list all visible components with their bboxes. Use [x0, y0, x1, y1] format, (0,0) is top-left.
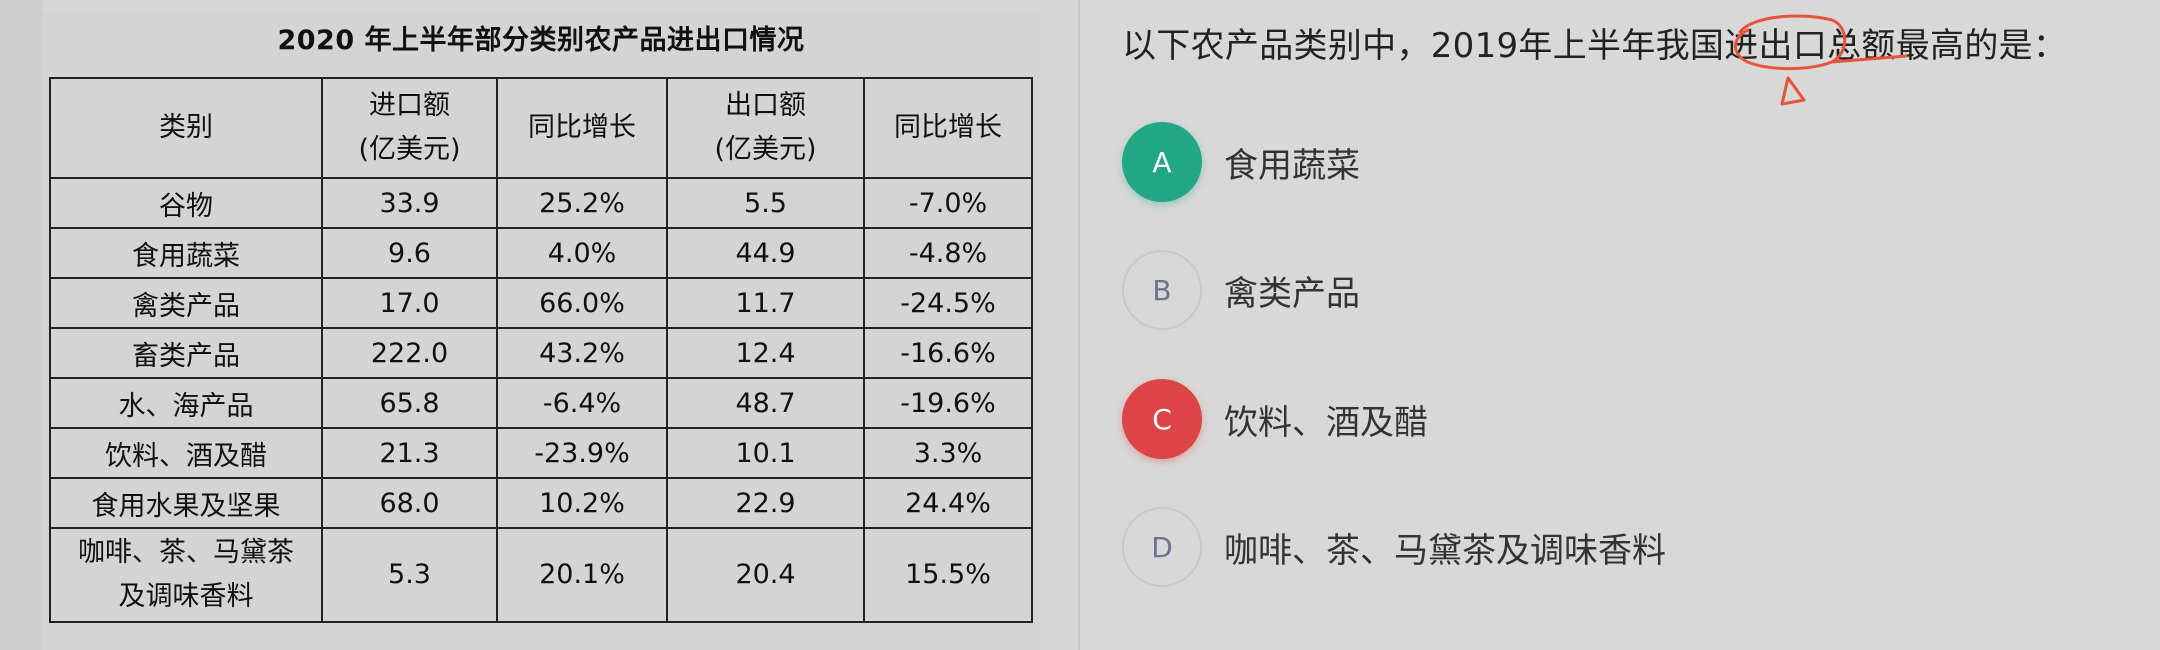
header-export: 出口额 (亿美元): [666, 77, 865, 179]
cell-category: 食用蔬菜: [49, 227, 323, 279]
header-export-growth: 同比增长: [863, 77, 1033, 179]
cell-export: 10.1: [666, 427, 865, 479]
cell-category-line2: 及调味香料: [118, 581, 254, 612]
option-b-badge: B: [1122, 250, 1202, 330]
cell-export-growth: -19.6%: [863, 377, 1033, 429]
cell-import: 33.9: [321, 177, 498, 229]
cell-export-growth: -7.0%: [863, 177, 1033, 229]
cell-category: 食用水果及坚果: [49, 477, 323, 529]
header-import-growth: 同比增长: [496, 77, 668, 179]
cell-import-growth: -23.9%: [496, 427, 668, 479]
table-row: 食用水果及坚果 68.0 10.2% 22.9 24.4%: [49, 477, 1033, 529]
table-row: 咖啡、茶、马黛茶 及调味香料 5.3 20.1% 20.4 15.5%: [49, 527, 1033, 623]
table-title: 2020 年上半年部分类别农产品进出口情况: [277, 25, 805, 56]
cell-import: 9.6: [321, 227, 498, 279]
cell-import: 222.0: [321, 327, 498, 379]
question-text: 以下农产品类别中，2019年上半年我国进出口总额最高的是：: [1122, 26, 2068, 66]
option-a[interactable]: A 食用蔬菜: [1122, 121, 1360, 203]
cell-category: 谷物: [49, 177, 323, 229]
cell-export-growth: 24.4%: [863, 477, 1033, 529]
cell-category: 畜类产品: [49, 327, 323, 379]
data-table: 类别 进口额 (亿美元) 同比增长 出口额 (亿美元) 同比增长 谷物: [49, 77, 1033, 623]
header-category: 类别: [49, 77, 323, 179]
cell-import: 68.0: [321, 477, 498, 529]
option-b[interactable]: B 禽类产品: [1122, 249, 1360, 331]
annotation-caret: [1780, 76, 1806, 106]
cell-category-line1: 咖啡、茶、马黛茶: [78, 537, 294, 568]
option-c-badge: C: [1122, 379, 1202, 459]
cell-export: 48.7: [666, 377, 865, 429]
cell-category: 禽类产品: [49, 277, 323, 329]
option-a-label: 食用蔬菜: [1224, 145, 1360, 186]
cell-export-growth: -4.8%: [863, 227, 1033, 279]
option-b-label: 禽类产品: [1224, 273, 1360, 314]
table-row: 谷物 33.9 25.2% 5.5 -7.0%: [49, 177, 1033, 229]
header-import-line1: 进口额: [369, 90, 450, 121]
panel-divider: [1078, 0, 1080, 650]
option-d-label: 咖啡、茶、马黛茶及调味香料: [1224, 530, 1666, 571]
cell-import-growth: -6.4%: [496, 377, 668, 429]
table-panel: 2020 年上半年部分类别农产品进出口情况 类别 进口额 (亿美元) 同比增长: [42, 12, 1040, 650]
table-header-row: 类别 进口额 (亿美元) 同比增长 出口额 (亿美元) 同比增长: [49, 77, 1033, 179]
table-row: 畜类产品 222.0 43.2% 12.4 -16.6%: [49, 327, 1033, 379]
cell-export: 11.7: [666, 277, 865, 329]
option-a-badge: A: [1122, 122, 1202, 202]
cell-import: 21.3: [321, 427, 498, 479]
left-edge: [0, 0, 42, 650]
header-import-line2: (亿美元): [358, 134, 461, 165]
cell-import: 65.8: [321, 377, 498, 429]
cell-export-growth: -24.5%: [863, 277, 1033, 329]
cell-category: 饮料、酒及醋: [49, 427, 323, 479]
cell-export: 12.4: [666, 327, 865, 379]
table-row: 水、海产品 65.8 -6.4% 48.7 -19.6%: [49, 377, 1033, 429]
cell-export: 44.9: [666, 227, 865, 279]
table-row: 饮料、酒及醋 21.3 -23.9% 10.1 3.3%: [49, 427, 1033, 479]
cell-export-growth: 15.5%: [863, 527, 1033, 623]
header-export-line2: (亿美元): [714, 134, 817, 165]
cell-import-growth: 20.1%: [496, 527, 668, 623]
table-row: 食用蔬菜 9.6 4.0% 44.9 -4.8%: [49, 227, 1033, 279]
header-export-line1: 出口额: [725, 90, 806, 121]
header-import: 进口额 (亿美元): [321, 77, 498, 179]
option-d[interactable]: D 咖啡、茶、马黛茶及调味香料: [1122, 506, 1666, 588]
cell-export-growth: -16.6%: [863, 327, 1033, 379]
cell-import-growth: 66.0%: [496, 277, 668, 329]
cell-export: 5.5: [666, 177, 865, 229]
option-c[interactable]: C 饮料、酒及醋: [1122, 378, 1428, 460]
cell-import-growth: 25.2%: [496, 177, 668, 229]
cell-import: 17.0: [321, 277, 498, 329]
cell-import: 5.3: [321, 527, 498, 623]
cell-import-growth: 4.0%: [496, 227, 668, 279]
cell-import-growth: 43.2%: [496, 327, 668, 379]
cell-export-growth: 3.3%: [863, 427, 1033, 479]
question-panel: 以下农产品类别中，2019年上半年我国进出口总额最高的是： A 食用蔬菜 B 禽…: [1080, 0, 2160, 650]
option-c-label: 饮料、酒及醋: [1224, 402, 1428, 443]
cell-category: 咖啡、茶、马黛茶 及调味香料: [49, 527, 323, 623]
table-row: 禽类产品 17.0 66.0% 11.7 -24.5%: [49, 277, 1033, 329]
cell-import-growth: 10.2%: [496, 477, 668, 529]
cell-export: 20.4: [666, 527, 865, 623]
cell-category: 水、海产品: [49, 377, 323, 429]
cell-export: 22.9: [666, 477, 865, 529]
option-d-badge: D: [1122, 507, 1202, 587]
